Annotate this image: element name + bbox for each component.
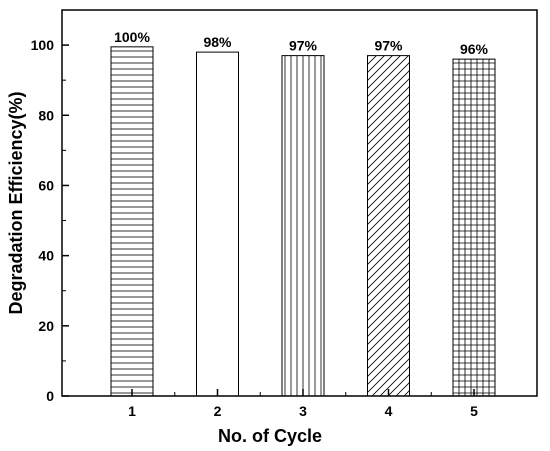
y-tick-label: 100 — [31, 37, 55, 53]
bar — [110, 46, 154, 397]
value-label: 96% — [460, 41, 489, 57]
x-tick-label: 3 — [299, 403, 307, 419]
x-tick-label: 5 — [470, 403, 478, 419]
y-tick-label: 60 — [38, 177, 54, 193]
value-label: 98% — [203, 34, 232, 50]
x-tick-label: 2 — [214, 403, 222, 419]
y-tick-label: 0 — [46, 388, 54, 404]
x-axis-title: No. of Cycle — [218, 426, 322, 446]
value-label: 100% — [114, 29, 150, 45]
value-label: 97% — [374, 38, 403, 54]
value-label: 97% — [289, 38, 318, 54]
y-tick-label: 20 — [38, 318, 54, 334]
x-tick-label: 4 — [385, 403, 393, 419]
x-tick-label: 1 — [128, 403, 136, 419]
y-tick-label: 80 — [38, 107, 54, 123]
bar — [196, 51, 239, 397]
bar — [452, 58, 496, 397]
y-tick-label: 40 — [38, 248, 54, 264]
bar — [281, 55, 325, 397]
bar — [367, 55, 410, 397]
y-axis-title: Degradation Efficiency(%) — [6, 91, 26, 314]
